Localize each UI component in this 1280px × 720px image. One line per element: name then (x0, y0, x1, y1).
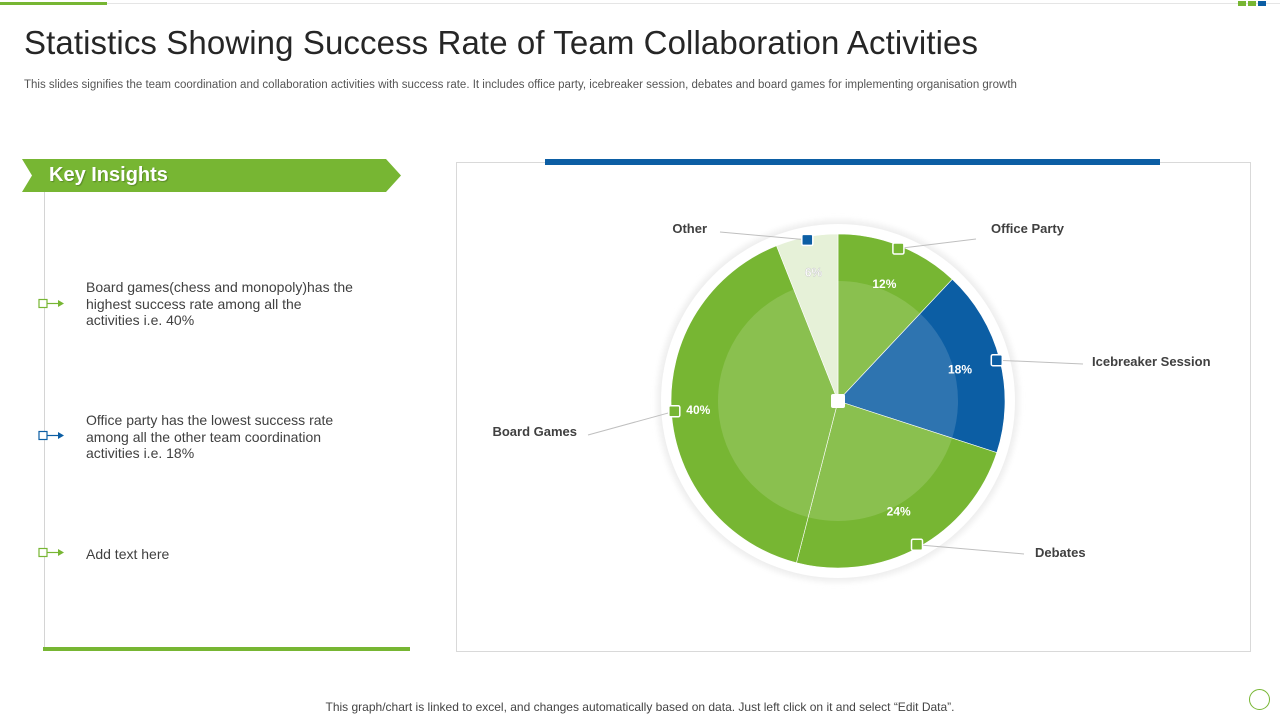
callout-marker (910, 538, 924, 551)
top-accent-bar (0, 2, 107, 5)
arrow-bullet-icon (38, 430, 64, 441)
data-label: 40% (686, 403, 710, 417)
pie-slice-highlight (718, 289, 838, 518)
leader-line (719, 231, 808, 241)
callout-marker (990, 353, 1004, 367)
callout-marker (892, 242, 905, 255)
category-label: Office Party (991, 221, 1065, 236)
pie-center-square (831, 394, 845, 408)
banner-arrow-shape (22, 159, 401, 192)
insight-item: Board games(chess and monopoly)has the h… (86, 279, 353, 328)
corner-circle-icon (1249, 689, 1270, 710)
data-label: 24% (887, 504, 911, 518)
pie-chart[interactable]: 12% 18% 24% 40% 6% Office Party Icebreaker Ses… (456, 162, 1251, 652)
pie-slice-highlight (838, 313, 959, 439)
category-label: Board Games (492, 424, 577, 439)
leader-line (916, 544, 1025, 555)
leader-line (898, 238, 977, 249)
insight-item: Office party has the lowest success rate… (86, 412, 334, 461)
insights-bottom-bar (43, 647, 410, 651)
leader-line (587, 410, 675, 436)
category-label: Icebreaker Session (1092, 354, 1211, 369)
category-label: Other (672, 221, 707, 236)
footer-note: This graph/chart is linked to excel, and… (325, 700, 955, 714)
corner-square-green (1238, 1, 1246, 6)
callout-marker (801, 233, 814, 247)
arrow-bullet-icon (38, 547, 64, 558)
insight-item: Add text here (86, 546, 170, 562)
pie-slice-highlight (838, 281, 921, 401)
arrow-bullet-icon (38, 298, 64, 309)
key-insights-heading: Key Insights (49, 164, 168, 186)
data-label: 6% (805, 265, 823, 279)
slide-title: Statistics Showing Success Rate of Team … (24, 24, 979, 61)
data-label: 18% (948, 363, 972, 377)
chart-top-bar (545, 159, 1160, 165)
data-label: 12% (872, 277, 896, 291)
corner-square-blue (1258, 1, 1266, 6)
leader-line (996, 359, 1084, 365)
key-insights-banner: Key Insights (22, 159, 401, 192)
slide-subtitle: This slides signifies the team coordinat… (24, 79, 1017, 91)
insights-vertical-rule (44, 190, 45, 648)
category-label: Debates (1035, 545, 1086, 560)
pie-slice-highlight (808, 401, 953, 521)
corner-square-green (1248, 1, 1256, 6)
top-rule (0, 3, 1280, 4)
callout-marker (668, 405, 681, 418)
